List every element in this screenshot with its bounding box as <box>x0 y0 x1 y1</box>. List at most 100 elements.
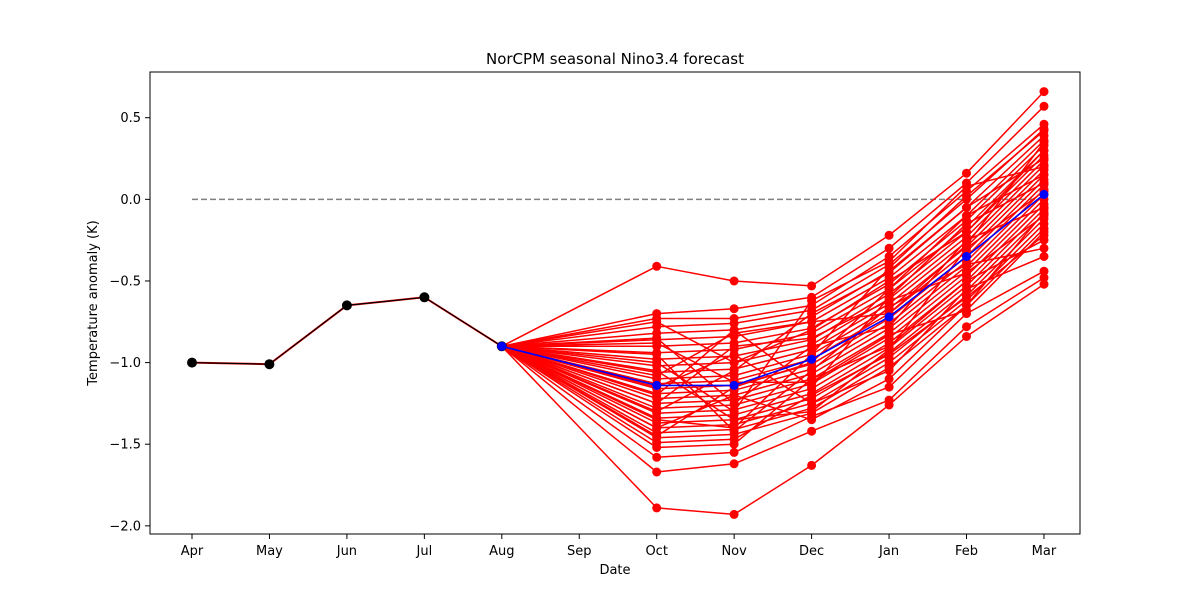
y-tick-label: 0.0 <box>120 193 141 208</box>
member-point-40 <box>807 377 817 387</box>
member-point-36 <box>1039 145 1049 155</box>
member-point-34 <box>652 349 662 359</box>
member-point-35 <box>729 349 739 359</box>
member-point-40 <box>652 338 662 348</box>
member-point-41 <box>962 191 971 201</box>
member-point-37 <box>652 431 662 441</box>
member-point-39 <box>729 341 739 351</box>
x-tick-label: Jan <box>878 544 899 559</box>
member-point-5 <box>729 304 739 314</box>
ensemble-mean-point <box>1039 189 1049 199</box>
member-point-29 <box>1039 235 1049 245</box>
member-point-4 <box>652 452 662 462</box>
member-point-3 <box>884 395 894 405</box>
x-tick-label: Nov <box>721 544 747 559</box>
x-tick-label: Aug <box>489 544 514 559</box>
y-axis: 0.5 0.0 −0.5 −1.0 −1.5 −2.0 <box>109 111 150 534</box>
x-tick-label: Feb <box>955 544 978 559</box>
member-point-42 <box>962 240 971 250</box>
y-tick-label: −1.0 <box>109 356 141 371</box>
member-point-36 <box>807 325 817 335</box>
member-point-37 <box>884 284 894 294</box>
member-point-36 <box>884 276 894 286</box>
member-point-33 <box>962 203 971 212</box>
x-axis: Apr May Jun Jul Aug Sep Oct Nov Dec Jan Feb Mar <box>181 534 1057 559</box>
member-point-31 <box>1039 178 1049 188</box>
x-axis-label: Date <box>599 563 630 578</box>
x-tick-label: Oct <box>645 544 667 559</box>
member-point-3 <box>807 426 817 436</box>
ensemble-mean-point <box>884 312 894 322</box>
member-point-4 <box>729 447 739 457</box>
member-point-31 <box>962 219 971 229</box>
member-point-38 <box>729 415 739 425</box>
member-point-29 <box>729 439 739 449</box>
member-point-30 <box>884 256 894 266</box>
member-point-3 <box>1039 273 1049 283</box>
member-point-43 <box>729 390 739 400</box>
member-point-2 <box>729 509 739 519</box>
chart-title: NorCPM seasonal Nino3.4 forecast <box>486 50 744 68</box>
member-point-29 <box>652 443 662 452</box>
member-point-2 <box>1039 279 1049 289</box>
member-point-36 <box>962 227 971 237</box>
member-point-2 <box>807 460 817 470</box>
y-tick-label: 0.5 <box>120 111 141 126</box>
member-point-1 <box>652 261 662 271</box>
x-tick-label: Jun <box>336 544 357 559</box>
member-point-34 <box>807 366 817 376</box>
member-point-30 <box>652 358 662 368</box>
member-point-41 <box>1039 126 1049 136</box>
member-point-38 <box>807 407 817 417</box>
member-point-39 <box>652 398 662 408</box>
member-point-32 <box>729 398 739 408</box>
member-point-30 <box>1039 162 1049 172</box>
member-point-33 <box>652 407 662 417</box>
member-point-32 <box>884 322 894 332</box>
member-point-33 <box>807 309 817 319</box>
y-tick-label: −0.5 <box>109 274 141 289</box>
member-point-38 <box>884 345 894 354</box>
ensemble-mean-point <box>729 380 739 390</box>
observed-point <box>264 359 275 370</box>
member-point-35 <box>807 398 817 408</box>
y-axis-label: Temperature anomaly (K) <box>86 220 101 386</box>
member-point-41 <box>652 415 662 425</box>
member-point-40 <box>1039 227 1049 237</box>
member-point-39 <box>962 268 971 278</box>
member-point-33 <box>729 366 739 376</box>
member-point-3 <box>962 322 971 332</box>
member-point-37 <box>962 211 971 221</box>
x-tick-label: Jul <box>416 544 433 559</box>
member-point-30 <box>962 181 971 191</box>
member-point-1 <box>807 281 817 291</box>
member-point-43 <box>884 374 894 384</box>
x-tick-label: Sep <box>567 544 592 559</box>
member-point-42 <box>729 328 739 338</box>
member-point-5 <box>1039 101 1049 111</box>
member-point-4 <box>1039 266 1049 276</box>
member-point-34 <box>962 260 971 270</box>
member-point-1 <box>962 168 971 178</box>
member-point-41 <box>729 423 739 433</box>
observed-point <box>341 300 352 311</box>
y-tick-label: −2.0 <box>109 519 141 534</box>
member-point-29 <box>962 276 971 286</box>
member-point-36 <box>729 358 739 368</box>
ensemble-mean-point <box>497 341 507 351</box>
x-tick-label: May <box>256 544 283 559</box>
member-point-2 <box>652 503 662 513</box>
member-point-3 <box>729 459 739 469</box>
member-point-30 <box>807 296 817 306</box>
x-tick-label: Apr <box>181 544 204 559</box>
member-point-2 <box>962 332 971 341</box>
member-point-40 <box>884 330 894 340</box>
member-point-42 <box>652 371 662 381</box>
x-tick-label: Dec <box>799 544 824 559</box>
member-point-37 <box>1039 170 1049 180</box>
member-point-43 <box>1039 207 1049 217</box>
member-point-41 <box>884 263 894 273</box>
member-point-42 <box>807 317 817 327</box>
